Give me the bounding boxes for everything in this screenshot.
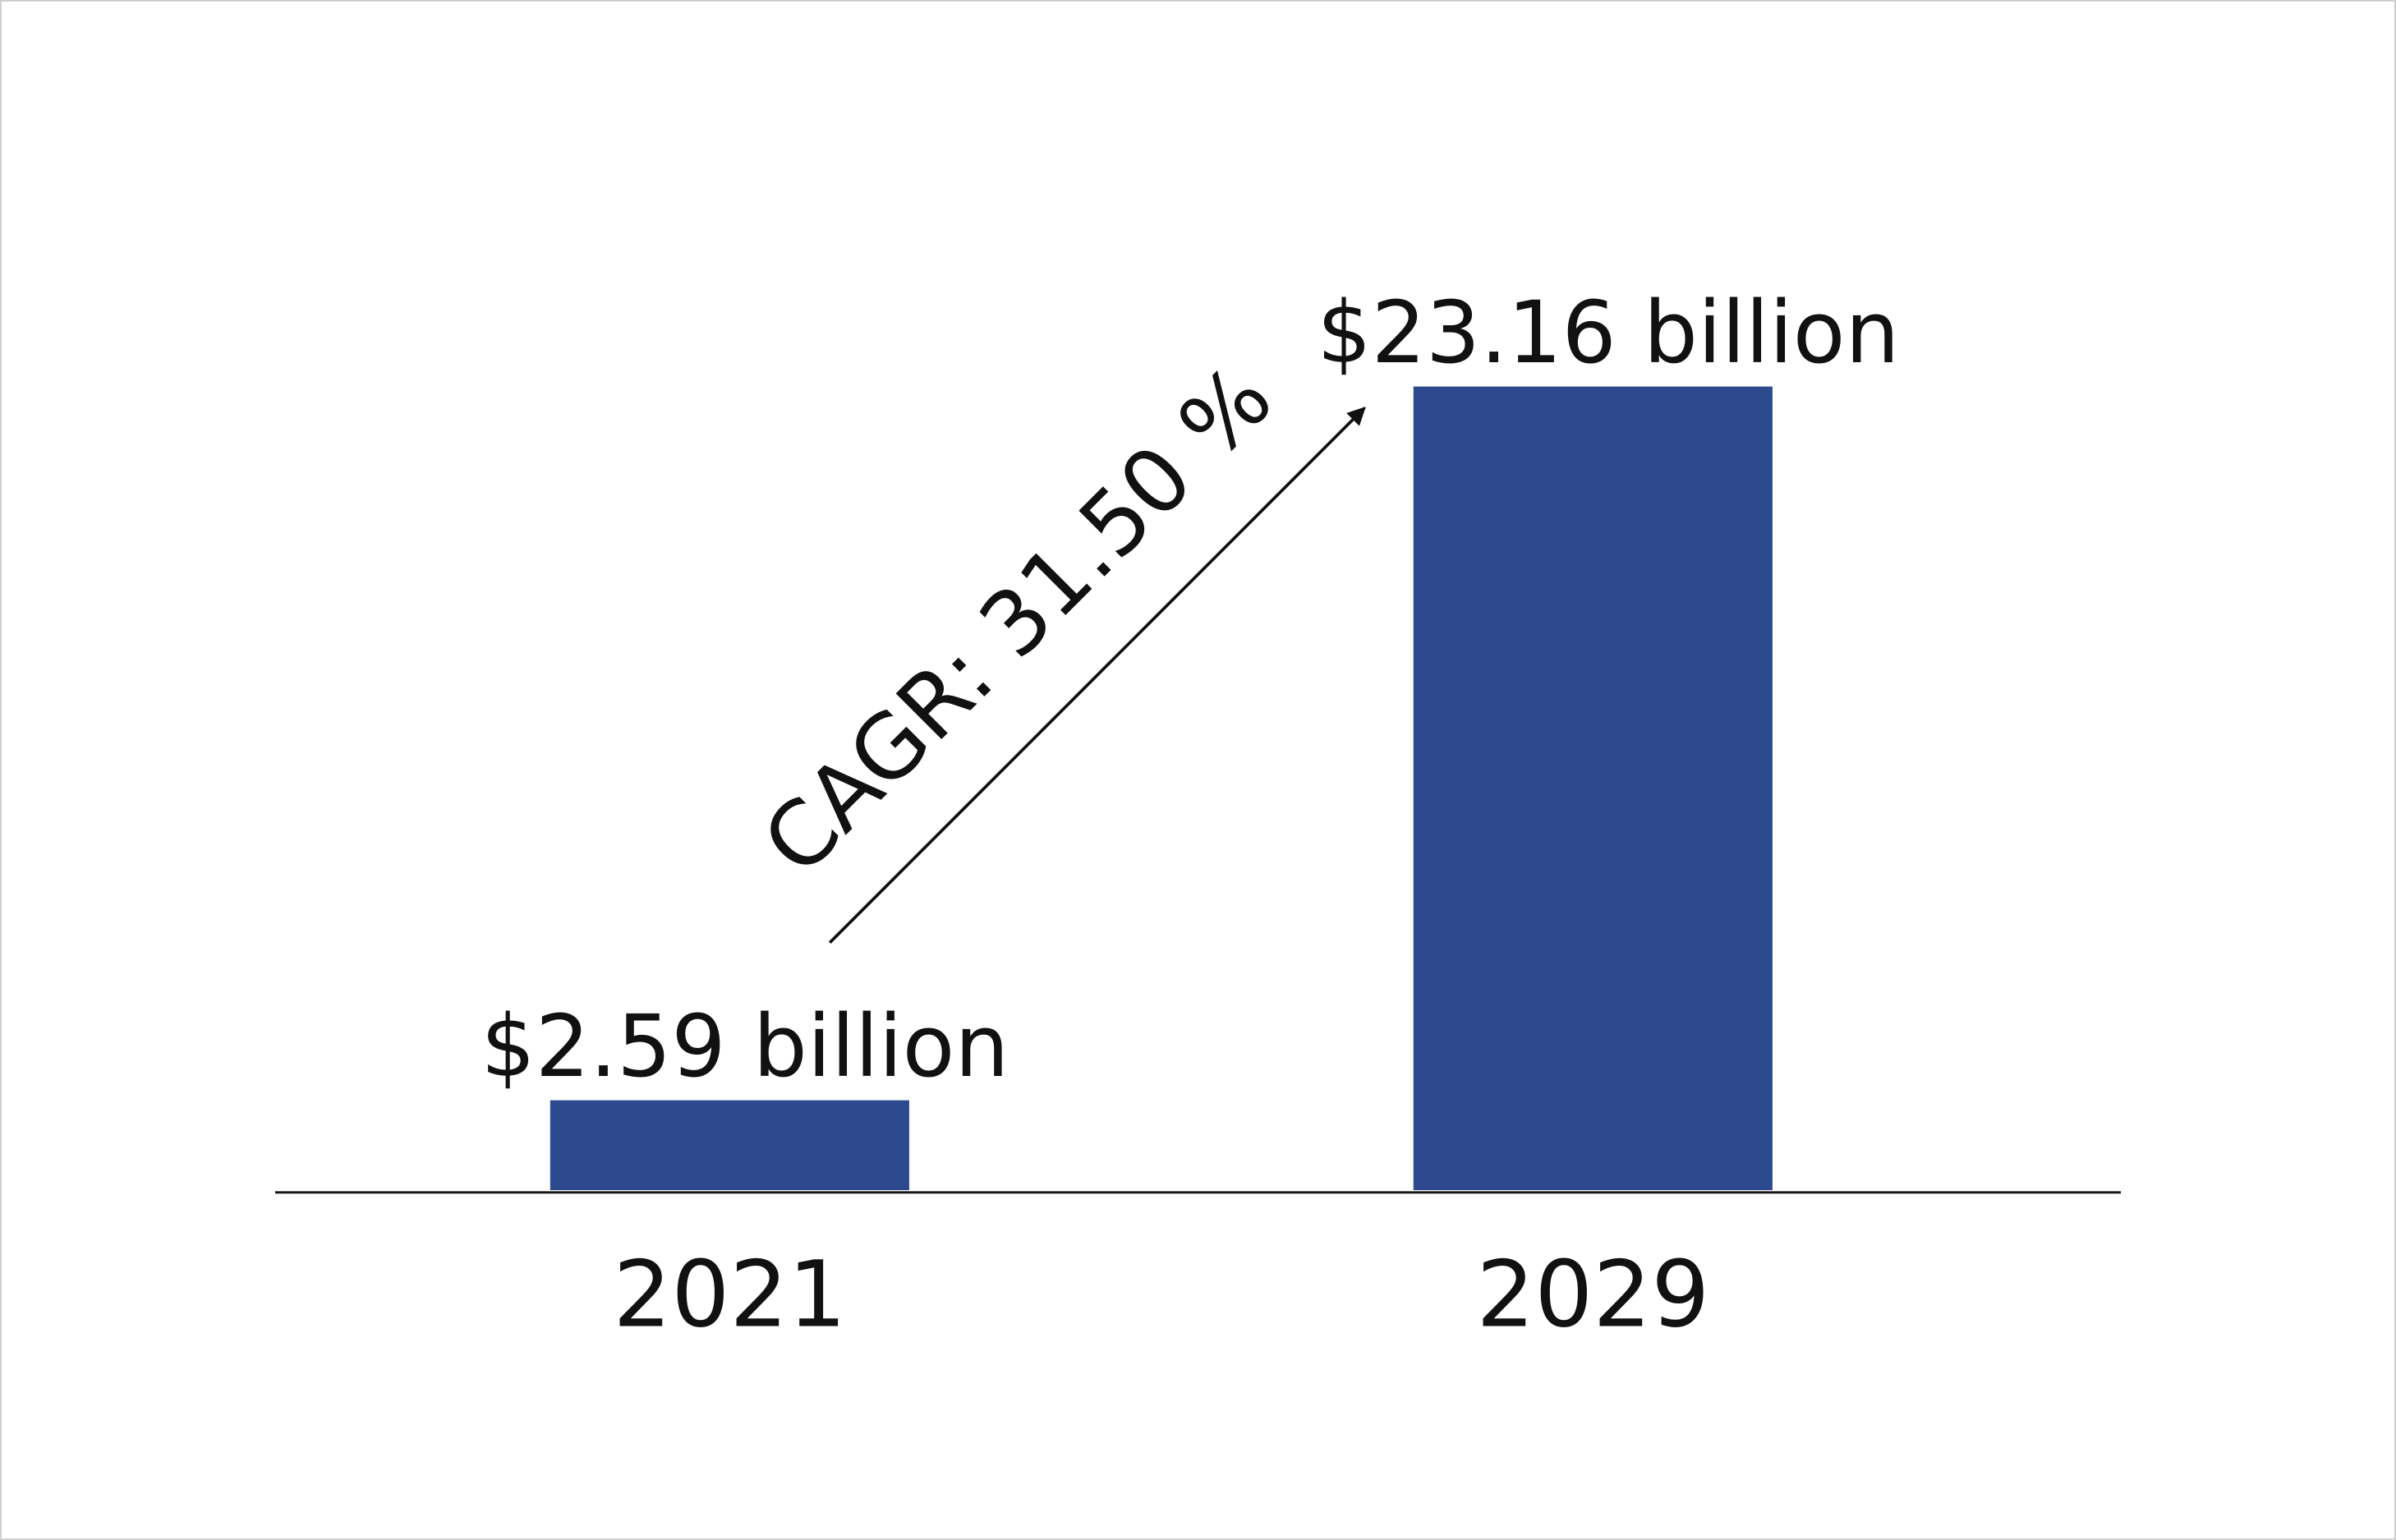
value-label: $2.59 billion (481, 996, 1009, 1096)
x-tick-label: 2029 (1476, 1242, 1709, 1349)
bar (550, 1100, 909, 1191)
x-tick-label: 2021 (613, 1242, 846, 1349)
value-label: $23.16 billion (1317, 283, 1899, 383)
bar (1413, 386, 1773, 1191)
cagr-arrow (828, 407, 1366, 945)
